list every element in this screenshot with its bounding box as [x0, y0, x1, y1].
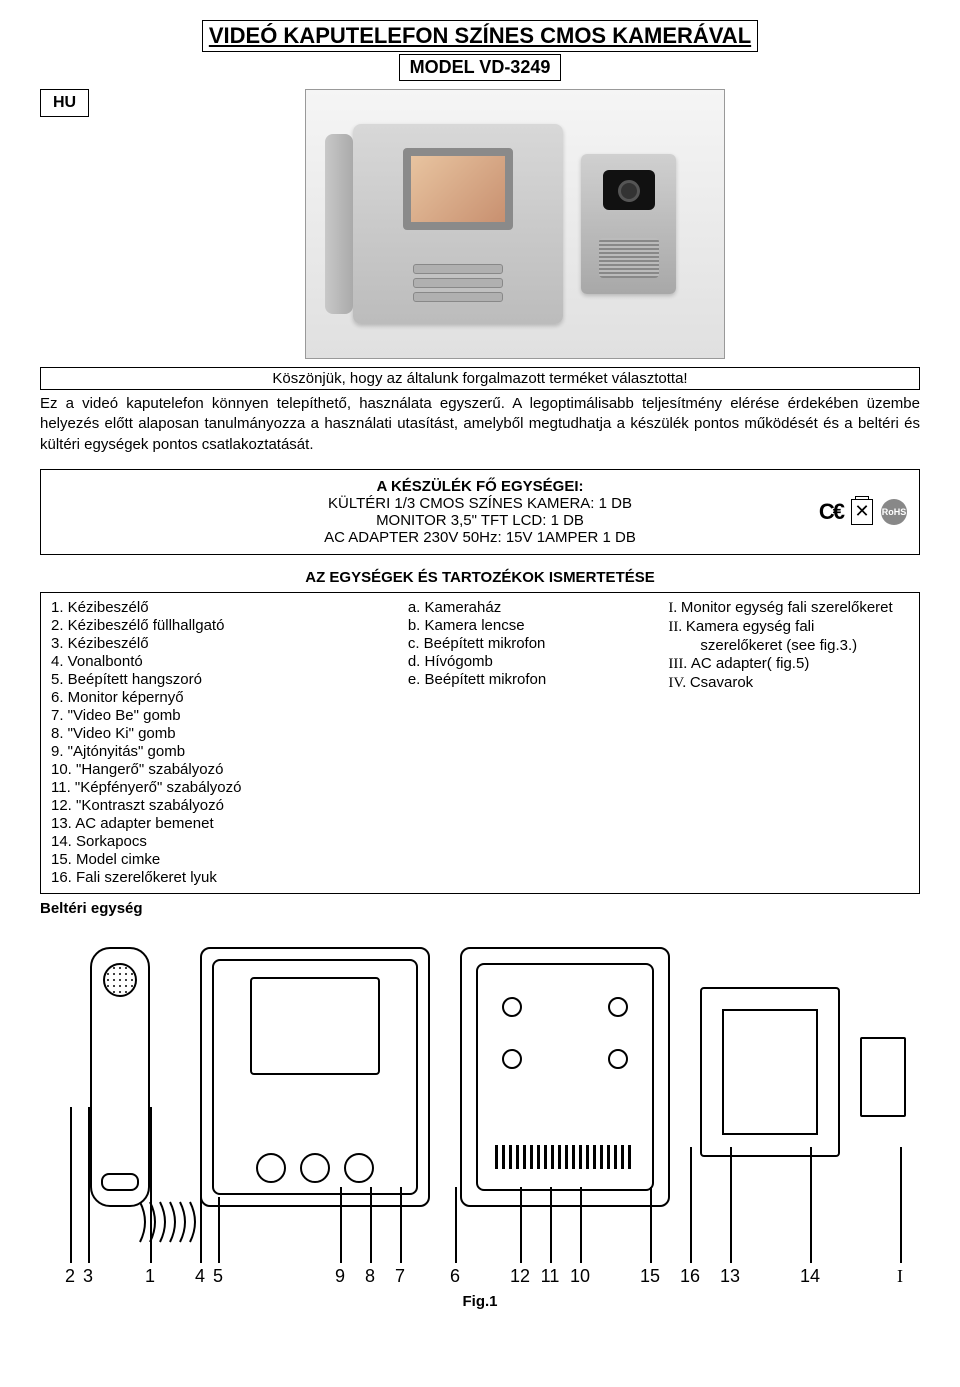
list-item: 14. Sorkapocs — [51, 833, 388, 850]
callout-number: 9 — [335, 1266, 345, 1287]
callout-number: 12 — [510, 1266, 530, 1287]
callout-line — [88, 1107, 90, 1263]
list-item: a. Kameraház — [408, 599, 649, 616]
callout-number: 7 — [395, 1266, 405, 1287]
list-item: 2. Kézibeszélő füllhallgató — [51, 617, 388, 634]
list-item: III. AC adapter( fig.5) — [668, 655, 909, 673]
cord-icon — [135, 1197, 205, 1247]
list-item: 1. Kézibeszélő — [51, 599, 388, 616]
list-item: I. Monitor egység fali szerelőkeret — [668, 599, 909, 617]
parts-col-numbered: 1. Kézibeszélő2. Kézibeszélő füllhallgat… — [41, 593, 398, 893]
list-item: 15. Model cimke — [51, 851, 388, 868]
ce-mark-icon: C€ — [819, 499, 843, 525]
callout-number: 2 — [65, 1266, 75, 1287]
callout-line — [455, 1187, 457, 1263]
figure-label: Fig.1 — [40, 1293, 920, 1310]
callout-line — [690, 1147, 692, 1263]
list-item: 10. "Hangerő" szabályozó — [51, 761, 388, 778]
callout-number: 13 — [720, 1266, 740, 1287]
list-item: II. Kamera egység fali — [668, 618, 909, 636]
indoor-unit-label: Beltéri egység — [40, 900, 920, 917]
list-item: IV. Csavarok — [668, 674, 909, 692]
callout-line — [900, 1147, 902, 1263]
list-item: e. Beépített mikrofon — [408, 671, 649, 688]
callout-number: 14 — [800, 1266, 820, 1287]
callout-number: 10 — [570, 1266, 590, 1287]
list-item: 13. AC adapter bemenet — [51, 815, 388, 832]
callout-number: 15 — [640, 1266, 660, 1287]
units-line-3: AC ADAPTER 230V 50Hz: 15V 1AMPER 1 DB — [51, 529, 909, 546]
main-units-box: A KÉSZÜLÉK FŐ EGYSÉGEI: KÜLTÉRI 1/3 CMOS… — [40, 469, 920, 555]
units-line-1: KÜLTÉRI 1/3 CMOS SZÍNES KAMERA: 1 DB — [51, 495, 909, 512]
list-item: 4. Vonalbontó — [51, 653, 388, 670]
callout-number: I — [897, 1266, 903, 1287]
intro-paragraph: Ez a videó kaputelefon könnyen telepíthe… — [40, 394, 920, 455]
parts-col-lettered: a. Kameraházb. Kamera lencsec. Beépített… — [398, 593, 659, 893]
language-badge: HU — [40, 89, 89, 117]
callout-number: 16 — [680, 1266, 700, 1287]
parts-col-roman: I. Monitor egység fali szerelőkeretII. K… — [658, 593, 919, 893]
weee-bin-icon — [851, 499, 873, 525]
list-item: d. Hívógomb — [408, 653, 649, 670]
list-item: 8. "Video Ki" gomb — [51, 725, 388, 742]
list-item: 9. "Ajtónyitás" gomb — [51, 743, 388, 760]
model-label: MODEL VD-3249 — [399, 54, 562, 81]
figure-1-diagram: 23145987612111015161314I — [40, 927, 920, 1287]
callout-line — [520, 1187, 522, 1263]
callout-number: 4 — [195, 1266, 205, 1287]
callout-line — [370, 1187, 372, 1263]
outdoor-unit-illustration — [581, 154, 676, 294]
list-item: 3. Kézibeszélő — [51, 635, 388, 652]
callout-line — [810, 1147, 812, 1263]
list-item: 11. "Képfényerő" szabályozó — [51, 779, 388, 796]
list-item: 12. "Kontraszt szabályozó — [51, 797, 388, 814]
callout-line — [550, 1187, 552, 1263]
callout-number: 8 — [365, 1266, 375, 1287]
callout-line — [400, 1187, 402, 1263]
callout-line — [730, 1147, 732, 1263]
units-line-2: MONITOR 3,5" TFT LCD: 1 DB — [51, 512, 909, 529]
list-item: b. Kamera lencse — [408, 617, 649, 634]
callout-number: 3 — [83, 1266, 93, 1287]
callout-line — [70, 1107, 72, 1263]
callout-line — [218, 1197, 220, 1263]
callout-number: 5 — [213, 1266, 223, 1287]
callout-number: 1 — [145, 1266, 155, 1287]
parts-section-title: AZ EGYSÉGEK ÉS TARTOZÉKOK ISMERTETÉSE — [40, 569, 920, 586]
callout-line — [340, 1187, 342, 1263]
callout-number: 6 — [450, 1266, 460, 1287]
units-title: A KÉSZÜLÉK FŐ EGYSÉGEI: — [51, 478, 909, 495]
callout-number: 11 — [541, 1266, 560, 1287]
page-title: VIDEÓ KAPUTELEFON SZÍNES CMOS KAMERÁVAL — [202, 20, 758, 52]
thanks-box: Köszönjük, hogy az általunk forgalmazott… — [40, 367, 920, 390]
callout-line — [580, 1187, 582, 1263]
list-item: 5. Beépített hangszoró — [51, 671, 388, 688]
list-item: 16. Fali szerelőkeret lyuk — [51, 869, 388, 886]
callout-line — [200, 1197, 202, 1263]
product-photo — [305, 89, 725, 359]
callout-line — [150, 1107, 152, 1263]
list-item: szerelőkeret (see fig.3.) — [668, 637, 909, 654]
parts-table: 1. Kézibeszélő2. Kézibeszélő füllhallgat… — [40, 592, 920, 894]
list-item: 7. "Video Be" gomb — [51, 707, 388, 724]
list-item: c. Beépített mikrofon — [408, 635, 649, 652]
list-item: 6. Monitor képernyő — [51, 689, 388, 706]
monitor-unit-illustration — [353, 124, 563, 324]
rohs-icon: RoHS — [881, 499, 907, 525]
callout-line — [650, 1187, 652, 1263]
